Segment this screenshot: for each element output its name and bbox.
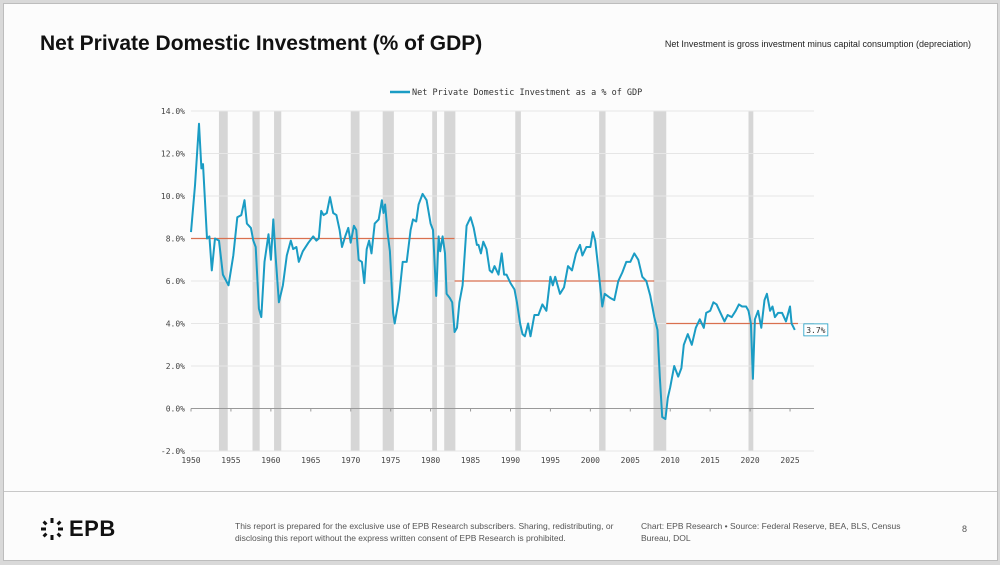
y-tick-label: 10.0% [161,192,185,201]
x-tick-label: 1995 [541,456,560,465]
x-tick-label: 2015 [701,456,720,465]
y-tick-label: 14.0% [161,107,185,116]
logo-text: EPB [69,516,116,541]
line-chart: -2.0% 0.0% 2.0% 4.0% 6.0% 8.0% 10.0% 12.0% 14.0%… [161,88,829,465]
legend-label: Net Private Domestic Investment as a % o… [412,88,642,98]
last-value-label: 3.7% [806,326,825,335]
y-tick-label: 4.0% [166,320,185,329]
x-tick-label: 1985 [461,456,480,465]
x-tick-label: 2020 [740,456,759,465]
x-tick-label: 1975 [381,456,400,465]
y-tick-label: 2.0% [166,362,185,371]
y-tick-label: 12.0% [161,150,185,159]
epb-logo: EPB [40,516,116,542]
y-tick-label: 6.0% [166,277,185,286]
x-tick-label: 2000 [581,456,600,465]
slide: Net Private Domestic Investment (% of GD… [3,3,998,561]
x-tick-label: 1950 [181,456,200,465]
y-tick-label: 8.0% [166,235,185,244]
x-tick-label: 1960 [261,456,280,465]
source-text: Chart: EPB Research • Source: Federal Re… [641,521,901,543]
x-tick-label: 1980 [421,456,440,465]
x-tick-label: 1990 [501,456,520,465]
x-tick-label: 1955 [221,456,240,465]
page-title: Net Private Domestic Investment (% of GD… [40,32,483,55]
series-line [190,122,796,421]
chart-subtitle: Net Investment is gross investment minus… [664,39,971,49]
y-tick-label: -2.0% [161,447,185,456]
x-tick-label: 2005 [621,456,640,465]
disclaimer-text: This report is prepared for the exclusiv… [235,521,614,543]
y-tick-label: 0.0% [166,405,185,414]
x-tick-label: 1965 [301,456,320,465]
logo-mark-icon [41,518,63,540]
last-value-box [803,323,829,337]
x-tick-label: 1970 [341,456,360,465]
x-tick-label: 2025 [780,456,799,465]
footer-divider [4,491,997,492]
x-tick-label: 2010 [661,456,680,465]
page-number: 8 [962,524,968,534]
